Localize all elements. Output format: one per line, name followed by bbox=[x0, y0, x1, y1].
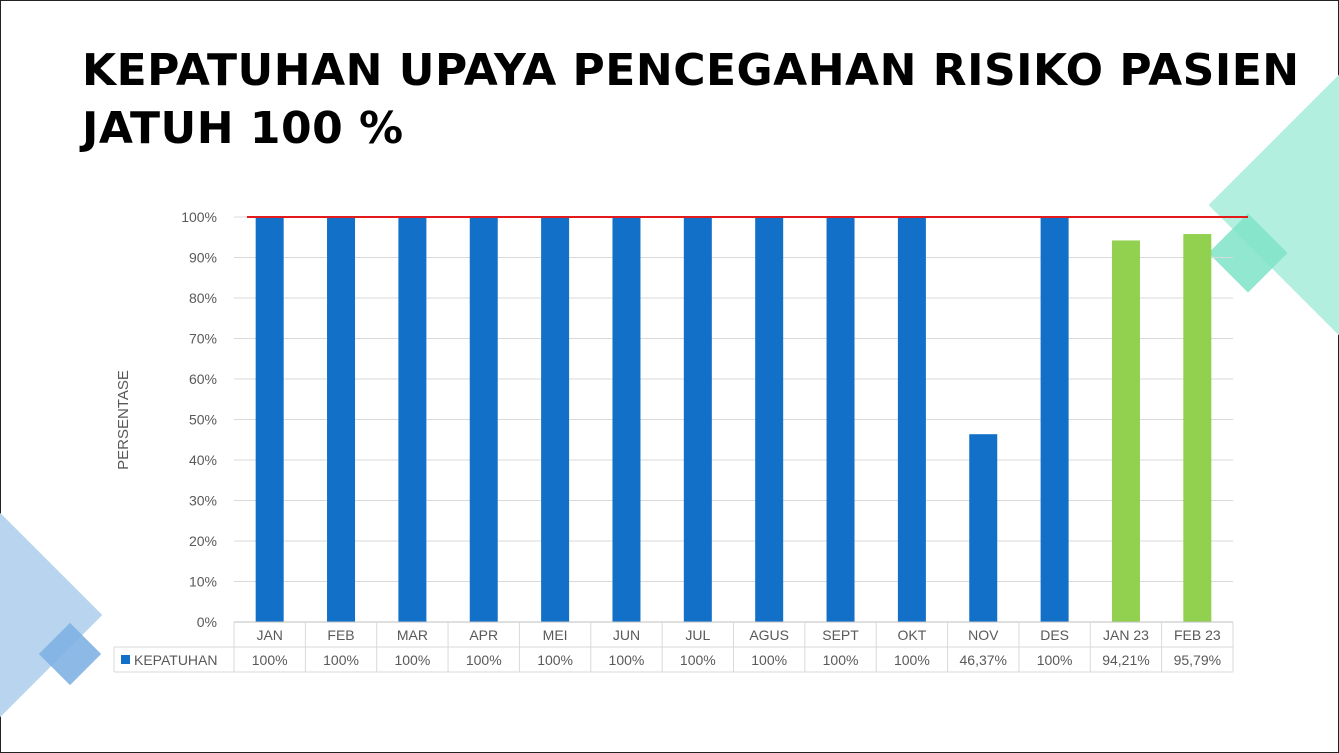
x-tick-label: FEB 23 bbox=[1174, 627, 1221, 643]
data-label: 100% bbox=[252, 652, 288, 668]
y-tick-label: 60% bbox=[189, 371, 217, 387]
x-tick-label: NOV bbox=[968, 627, 999, 643]
data-label: 95,79% bbox=[1174, 652, 1221, 668]
y-axis-label: PERSENTASE bbox=[115, 370, 132, 470]
x-tick-label: JUL bbox=[685, 627, 710, 643]
data-label: 100% bbox=[466, 652, 502, 668]
x-tick-label: MAR bbox=[397, 627, 428, 643]
x-tick-label: SEPT bbox=[822, 627, 859, 643]
data-label: 100% bbox=[609, 652, 645, 668]
data-label: 100% bbox=[537, 652, 573, 668]
y-tick-label: 100% bbox=[181, 209, 217, 225]
y-axis-ticks: 0% 10% 20% 30% 40% 50% 60% 70% 80% 90% 100% bbox=[181, 209, 217, 630]
bar-8 bbox=[755, 217, 784, 622]
data-label: 100% bbox=[323, 652, 359, 668]
bar-2 bbox=[327, 217, 356, 622]
bar-6 bbox=[612, 217, 641, 622]
data-label: 94,21% bbox=[1102, 652, 1149, 668]
legend-swatch bbox=[121, 655, 130, 664]
data-label: 100% bbox=[823, 652, 859, 668]
data-table: JAN 100% FEB 100% MAR 100% APR 100% MEI 100% JUN 10… bbox=[113, 621, 1234, 673]
bar-10 bbox=[897, 217, 926, 622]
bar-3 bbox=[398, 217, 427, 622]
bar-13 bbox=[1111, 240, 1140, 622]
chart-bars bbox=[255, 217, 1212, 622]
x-tick-label: JAN bbox=[256, 627, 282, 643]
data-label: 100% bbox=[751, 652, 787, 668]
y-tick-label: 50% bbox=[189, 412, 217, 428]
data-label: 100% bbox=[894, 652, 930, 668]
x-tick-label: DES bbox=[1040, 627, 1069, 643]
x-tick-label: MEI bbox=[543, 627, 568, 643]
bar-5 bbox=[541, 217, 570, 622]
y-tick-label: 40% bbox=[189, 452, 217, 468]
data-label: 100% bbox=[680, 652, 716, 668]
chart-grid bbox=[234, 216, 1233, 623]
y-tick-label: 20% bbox=[189, 533, 217, 549]
legend-label: KEPATUHAN bbox=[134, 652, 218, 668]
y-tick-label: 30% bbox=[189, 493, 217, 509]
page-title: KEPATUHAN UPAYA PENCEGAHAN RISIKO PASIEN… bbox=[82, 45, 1300, 154]
bar-4 bbox=[469, 217, 498, 622]
bar-14 bbox=[1183, 234, 1212, 622]
y-tick-label: 90% bbox=[189, 250, 217, 266]
y-tick-label: 70% bbox=[189, 331, 217, 347]
x-tick-label: OKT bbox=[898, 627, 927, 643]
data-label: 100% bbox=[394, 652, 430, 668]
data-label: 100% bbox=[1037, 652, 1073, 668]
bar-7 bbox=[683, 217, 712, 622]
x-tick-label: APR bbox=[469, 627, 498, 643]
y-tick-label: 0% bbox=[197, 614, 217, 630]
bar-9 bbox=[826, 217, 855, 622]
bar-1 bbox=[255, 217, 284, 622]
data-label: 46,37% bbox=[960, 652, 1007, 668]
x-tick-label: AGUS bbox=[749, 627, 789, 643]
x-tick-label: JAN 23 bbox=[1103, 627, 1149, 643]
bar-12 bbox=[1040, 217, 1069, 622]
y-tick-label: 80% bbox=[189, 290, 217, 306]
y-tick-label: 10% bbox=[189, 574, 217, 590]
x-tick-label: JUN bbox=[613, 627, 640, 643]
bar-11 bbox=[969, 434, 998, 622]
x-tick-label: FEB bbox=[327, 627, 354, 643]
